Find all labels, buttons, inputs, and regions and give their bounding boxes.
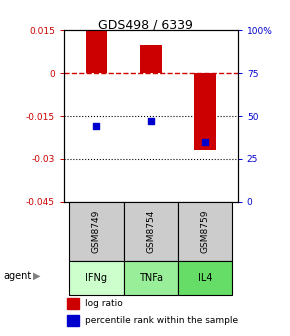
Text: ▶: ▶: [32, 271, 40, 281]
Text: GSM8749: GSM8749: [92, 210, 101, 253]
Bar: [69, 202, 124, 261]
Text: agent: agent: [3, 271, 31, 281]
Bar: [124, 202, 178, 261]
Bar: [178, 261, 232, 295]
Point: [94, 124, 99, 129]
Bar: [86, 30, 107, 73]
Bar: [178, 202, 232, 261]
Text: GSM8754: GSM8754: [146, 210, 155, 253]
Bar: [140, 45, 162, 73]
Text: IL4: IL4: [198, 273, 212, 283]
Text: IFNg: IFNg: [86, 273, 107, 283]
Bar: [67, 298, 79, 309]
Point: [148, 119, 153, 124]
Bar: [194, 73, 216, 150]
Text: TNFa: TNFa: [139, 273, 163, 283]
Text: GSM8759: GSM8759: [201, 209, 210, 253]
Text: percentile rank within the sample: percentile rank within the sample: [85, 316, 238, 325]
Point: [203, 139, 208, 144]
Bar: [67, 315, 79, 326]
Bar: [69, 261, 124, 295]
Text: log ratio: log ratio: [85, 299, 122, 308]
Bar: [124, 261, 178, 295]
Text: GDS498 / 6339: GDS498 / 6339: [97, 18, 193, 32]
